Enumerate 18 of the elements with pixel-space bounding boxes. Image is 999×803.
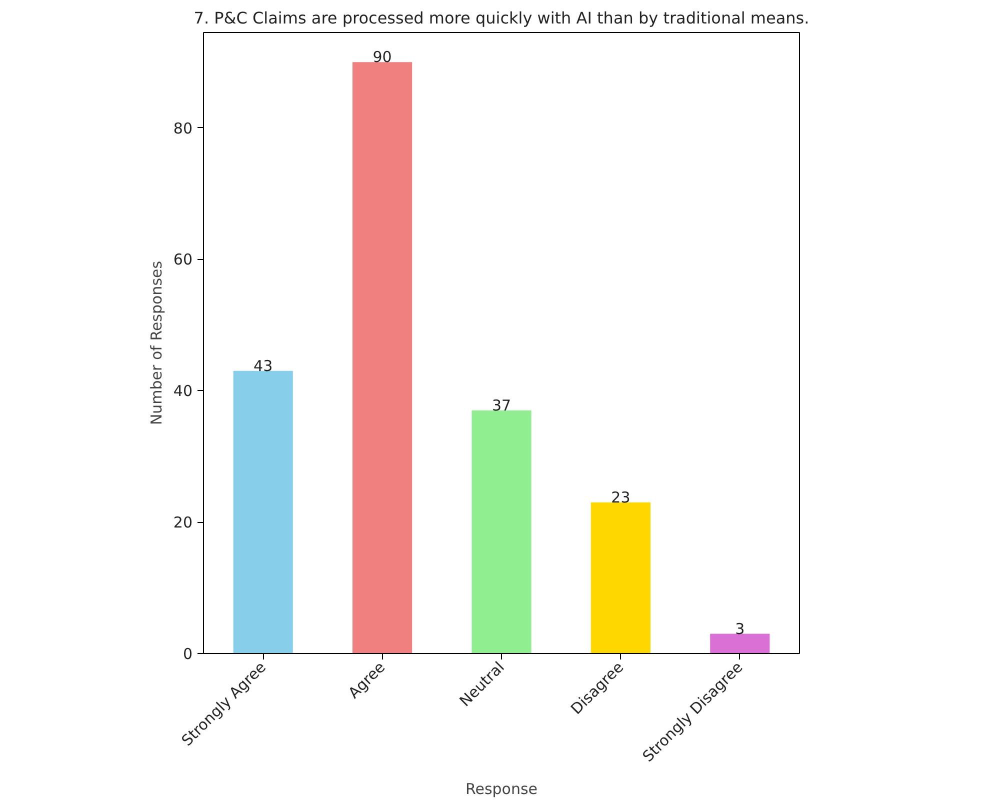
bar bbox=[472, 410, 532, 654]
bar bbox=[352, 62, 412, 654]
data-label: 3 bbox=[735, 620, 745, 638]
bar bbox=[233, 370, 293, 654]
data-label: 90 bbox=[372, 48, 392, 66]
y-tick-label: 40 bbox=[173, 382, 193, 400]
y-tick-label: 60 bbox=[173, 250, 193, 269]
data-label: 37 bbox=[492, 396, 512, 414]
y-tick-label: 80 bbox=[173, 119, 193, 138]
chart-title: 7. P&C Claims are processed more quickly with AI than by traditional means. bbox=[194, 8, 810, 28]
bar bbox=[710, 634, 770, 654]
data-label: 43 bbox=[254, 356, 273, 375]
y-tick-label: 0 bbox=[182, 645, 193, 663]
bar bbox=[590, 502, 650, 654]
y-axis-title: Number of Responses bbox=[147, 260, 166, 426]
x-axis-title: Response bbox=[465, 780, 538, 798]
data-label: 23 bbox=[611, 488, 630, 506]
y-tick-label: 20 bbox=[173, 514, 193, 532]
